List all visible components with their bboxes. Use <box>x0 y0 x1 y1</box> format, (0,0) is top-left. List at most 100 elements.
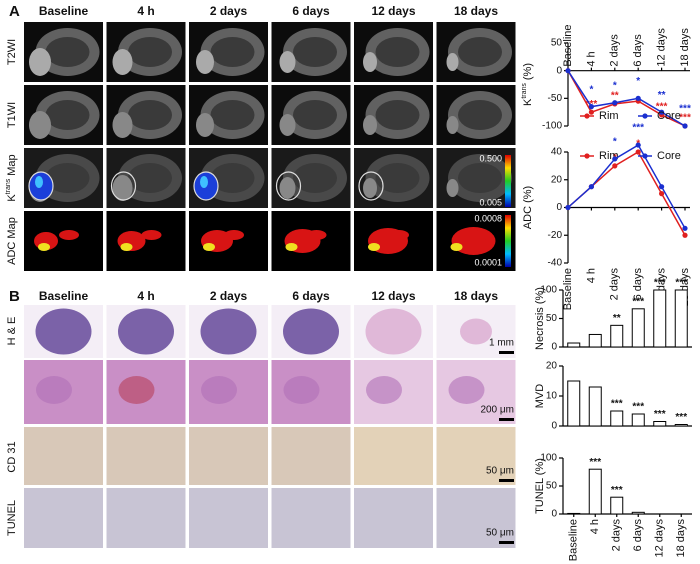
significance: *** <box>675 278 687 289</box>
significance: *** <box>632 123 644 134</box>
tissue <box>45 163 90 193</box>
tissue <box>210 37 255 67</box>
marker <box>659 184 665 190</box>
marker <box>612 156 618 162</box>
tumor <box>279 114 296 136</box>
legend-marker <box>584 153 590 159</box>
tissue <box>458 163 502 193</box>
histology-image <box>354 427 433 485</box>
tissue <box>45 100 90 130</box>
tissue-detail <box>366 376 402 404</box>
row-label: CD 31 <box>6 441 18 472</box>
column-header: 4 h <box>137 289 154 303</box>
y-axis-label: Necrosis (%) <box>534 287 546 350</box>
panel-letter: B <box>9 288 20 305</box>
bar <box>631 511 645 515</box>
tissue <box>375 163 420 193</box>
x-tick-label: 12 days <box>656 28 668 67</box>
histology-image <box>106 488 186 548</box>
column-header: 2 days <box>210 4 248 18</box>
x-tick-label: 2 days <box>609 268 621 301</box>
histology-image <box>24 488 103 548</box>
scale-bar-label: 50 μm <box>486 466 514 477</box>
y-tick-label: 50 <box>551 38 563 49</box>
y-tick-label: 0 <box>556 65 562 76</box>
significance: ** <box>658 90 666 101</box>
tumor <box>112 112 133 138</box>
scale-bar <box>499 479 514 482</box>
row-label-text: K <box>6 194 18 202</box>
significance: *** <box>679 104 691 115</box>
significance: * <box>589 84 593 95</box>
column-header: 6 days <box>292 4 330 18</box>
adc-blob <box>141 230 162 240</box>
x-tick-label: Baseline <box>568 519 580 561</box>
adc-hot <box>450 243 463 251</box>
legend-marker <box>642 113 648 119</box>
histology-image <box>189 427 268 485</box>
adc-blob <box>224 230 244 240</box>
significance: ** <box>611 91 619 102</box>
significance: *** <box>632 296 644 307</box>
significance: *** <box>654 278 666 289</box>
row-label: H & E <box>6 317 18 346</box>
x-tick-label: 4 h <box>585 268 597 283</box>
tissue <box>210 100 255 130</box>
histology-image <box>24 427 103 485</box>
significance: * <box>613 137 617 148</box>
x-tick-label: 18 days <box>679 28 691 67</box>
bar <box>674 289 688 348</box>
tissue-section <box>118 308 174 355</box>
histology-image <box>354 488 433 548</box>
y-tick-label: -50 <box>548 93 563 104</box>
tissue-detail <box>201 376 237 404</box>
adc-hot <box>203 243 215 251</box>
marker <box>659 191 665 197</box>
scale-bar-label: 50 μm <box>486 528 514 539</box>
tissue <box>293 37 337 67</box>
row-label-text: T2WI <box>6 39 18 65</box>
marker <box>588 104 595 110</box>
significance: ** <box>613 313 621 324</box>
y-tick-label: 0 <box>556 202 562 213</box>
x-tick-label: Baseline <box>562 268 574 310</box>
tumor <box>446 53 459 71</box>
row-label: T2WI <box>6 39 18 65</box>
tissue-section <box>35 308 92 355</box>
colorbar-min: 0.0001 <box>474 257 502 267</box>
row-label: TUNEL <box>6 500 18 536</box>
marker <box>635 142 641 148</box>
column-header: 18 days <box>454 4 498 18</box>
x-tick-label: 6 days <box>632 268 644 301</box>
legend-marker <box>584 113 590 119</box>
legend-label: Core <box>657 150 681 162</box>
marker <box>682 232 688 238</box>
y-axis-label-unit: (%) <box>522 63 534 80</box>
histology-image <box>436 427 516 485</box>
tissue <box>375 37 420 67</box>
significance: *** <box>589 457 601 468</box>
significance: *** <box>654 409 666 420</box>
column-header: 12 days <box>371 4 415 18</box>
tissue-section <box>200 308 257 355</box>
tissue-detail <box>118 376 155 404</box>
colorbar-max: 0.500 <box>479 153 502 163</box>
marker <box>588 109 595 115</box>
marker <box>612 163 618 169</box>
tissue <box>458 37 502 67</box>
y-tick-label: 0 <box>551 342 557 353</box>
colorbar <box>505 155 511 207</box>
series-line <box>567 150 686 236</box>
x-tick-label: 4 h <box>585 51 597 66</box>
tissue-section <box>460 318 492 345</box>
column-header: 6 days <box>292 289 330 303</box>
tumor <box>363 115 377 135</box>
x-tick-label: 2 days <box>611 519 623 552</box>
tumor <box>196 50 214 74</box>
y-axis-label-text: K <box>522 98 534 106</box>
row-label-sup: trans <box>5 178 12 194</box>
scale-bar-label: 1 mm <box>489 338 514 349</box>
tumor <box>29 48 51 76</box>
y-axis-label-text: MVD <box>534 384 546 409</box>
y-tick-label: 0 <box>551 421 557 432</box>
